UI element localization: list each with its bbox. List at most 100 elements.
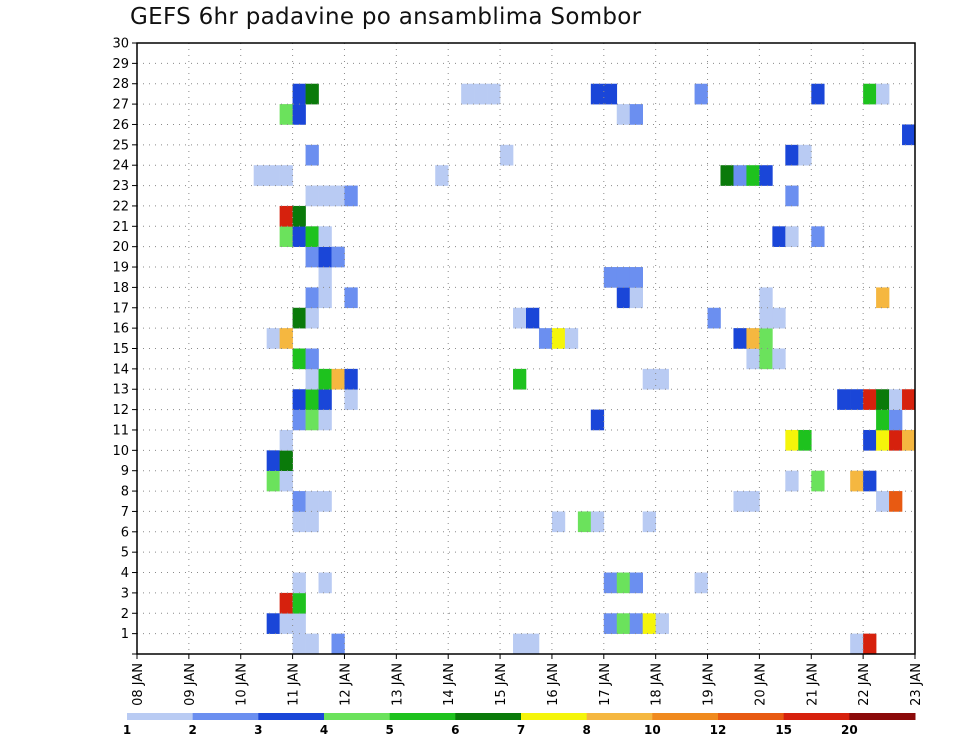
- heatmap-cell: [564, 328, 579, 349]
- y-tick-label: 2: [121, 607, 129, 622]
- legend-color-box: [521, 713, 588, 720]
- heatmap-cell: [292, 104, 306, 125]
- heatmap-cell: [305, 633, 319, 655]
- y-tick-label: 6: [121, 525, 129, 540]
- heatmap-cell: [616, 613, 631, 634]
- heatmap-cell: [318, 572, 332, 594]
- heatmap-cell: [487, 83, 501, 105]
- heatmap-cell: [474, 83, 488, 105]
- y-tick-label: 21: [112, 220, 129, 235]
- y-tick-label: 5: [121, 546, 129, 561]
- heatmap-cell: [811, 226, 825, 247]
- heatmap-cell: [863, 83, 877, 105]
- heatmap-cell: [305, 511, 319, 533]
- x-tick-label: 10 JAN: [235, 663, 250, 706]
- heatmap-cell: [837, 389, 851, 410]
- heatmap-cell: [863, 470, 877, 492]
- heatmap-cell: [305, 307, 319, 329]
- heatmap-cell: [863, 633, 877, 655]
- heatmap-cell: [279, 450, 293, 471]
- heatmap-cell: [642, 368, 656, 390]
- heatmap-cell: [863, 429, 877, 451]
- y-tick-label: 30: [112, 37, 129, 52]
- x-tick-label: 23 JAN: [909, 663, 924, 706]
- heatmap-cell: [707, 307, 721, 329]
- y-tick-label: 3: [121, 586, 129, 601]
- heatmap-cell: [292, 572, 306, 594]
- heatmap-cell: [513, 307, 527, 329]
- heatmap-cell: [746, 165, 760, 186]
- y-tick-label: 16: [112, 322, 129, 337]
- heatmap-cell: [629, 104, 643, 125]
- heatmap-cell: [279, 592, 293, 614]
- legend-color-box: [783, 713, 850, 720]
- heatmap-cell: [526, 633, 540, 655]
- heatmap-cell: [590, 511, 605, 533]
- heatmap-cell: [266, 613, 280, 634]
- heatmap-cell: [772, 348, 786, 370]
- heatmap-cell: [616, 267, 631, 288]
- x-tick-label: 16 JAN: [546, 663, 561, 706]
- heatmap-cell: [292, 491, 306, 512]
- heatmap-cell: [292, 592, 306, 614]
- heatmap-cell: [629, 613, 643, 634]
- heatmap-cell: [590, 409, 605, 431]
- heatmap-cell: [590, 83, 605, 105]
- heatmap-cell: [461, 83, 475, 105]
- heatmap-cell: [279, 226, 293, 247]
- heatmap-cell: [279, 470, 293, 492]
- heatmap-cell: [305, 348, 319, 370]
- heatmap-cell: [759, 307, 773, 329]
- legend-color-box: [258, 713, 325, 720]
- legend-level-label: 12: [710, 723, 727, 737]
- heatmap-cell: [876, 429, 890, 451]
- heatmap-cell: [694, 83, 708, 105]
- heatmap-cell: [305, 83, 319, 105]
- heatmap-cell: [551, 511, 566, 533]
- heatmap-cell: [629, 572, 643, 594]
- y-tick-label: 12: [112, 403, 129, 418]
- heatmap-cell: [305, 185, 319, 207]
- heatmap-cell: [772, 226, 786, 247]
- heatmap-cell: [889, 389, 903, 410]
- heatmap-cell: [266, 165, 280, 186]
- x-tick-label: 22 JAN: [857, 663, 872, 706]
- legend-level-label: 5: [385, 723, 393, 737]
- x-tick-label: 12 JAN: [338, 663, 353, 706]
- heatmap-cell: [733, 491, 747, 512]
- heatmap-cell: [616, 287, 631, 309]
- y-tick-label: 19: [112, 261, 129, 276]
- heatmap-cell: [292, 348, 306, 370]
- heatmap-cell: [344, 368, 358, 390]
- y-tick-label: 7: [121, 505, 129, 520]
- y-tick-label: 27: [112, 98, 129, 113]
- legend-level-label: 6: [451, 723, 459, 737]
- heatmap-cell: [733, 328, 747, 349]
- y-tick-label: 9: [121, 464, 129, 479]
- y-tick-label: 29: [112, 57, 129, 72]
- heatmap-cell: [850, 633, 864, 655]
- heatmap-cell: [435, 165, 449, 186]
- heatmap-cell: [902, 124, 916, 146]
- heatmap-cell: [318, 368, 332, 390]
- legend-level-label: 7: [517, 723, 525, 737]
- heatmap-cell: [902, 429, 916, 451]
- x-tick-label: 13 JAN: [390, 663, 405, 706]
- heatmap-cell: [266, 328, 280, 349]
- legend-level-label: 3: [254, 723, 262, 737]
- heatmap-cell: [500, 144, 514, 166]
- y-tick-label: 13: [112, 383, 129, 398]
- heatmap-cell: [292, 409, 306, 431]
- heatmap-cell: [292, 511, 306, 533]
- heatmap-cell: [772, 307, 786, 329]
- x-tick-label: 15 JAN: [494, 663, 509, 706]
- heatmap-cell: [603, 267, 618, 288]
- legend-level-label: 4: [320, 723, 328, 737]
- legend-level-label: 2: [188, 723, 196, 737]
- x-tick-label: 18 JAN: [650, 663, 665, 706]
- y-tick-label: 25: [112, 138, 129, 153]
- heatmap-cell: [331, 368, 345, 390]
- y-tick-label: 18: [112, 281, 129, 296]
- legend-color-box: [455, 713, 522, 720]
- legend-color-box: [652, 713, 719, 720]
